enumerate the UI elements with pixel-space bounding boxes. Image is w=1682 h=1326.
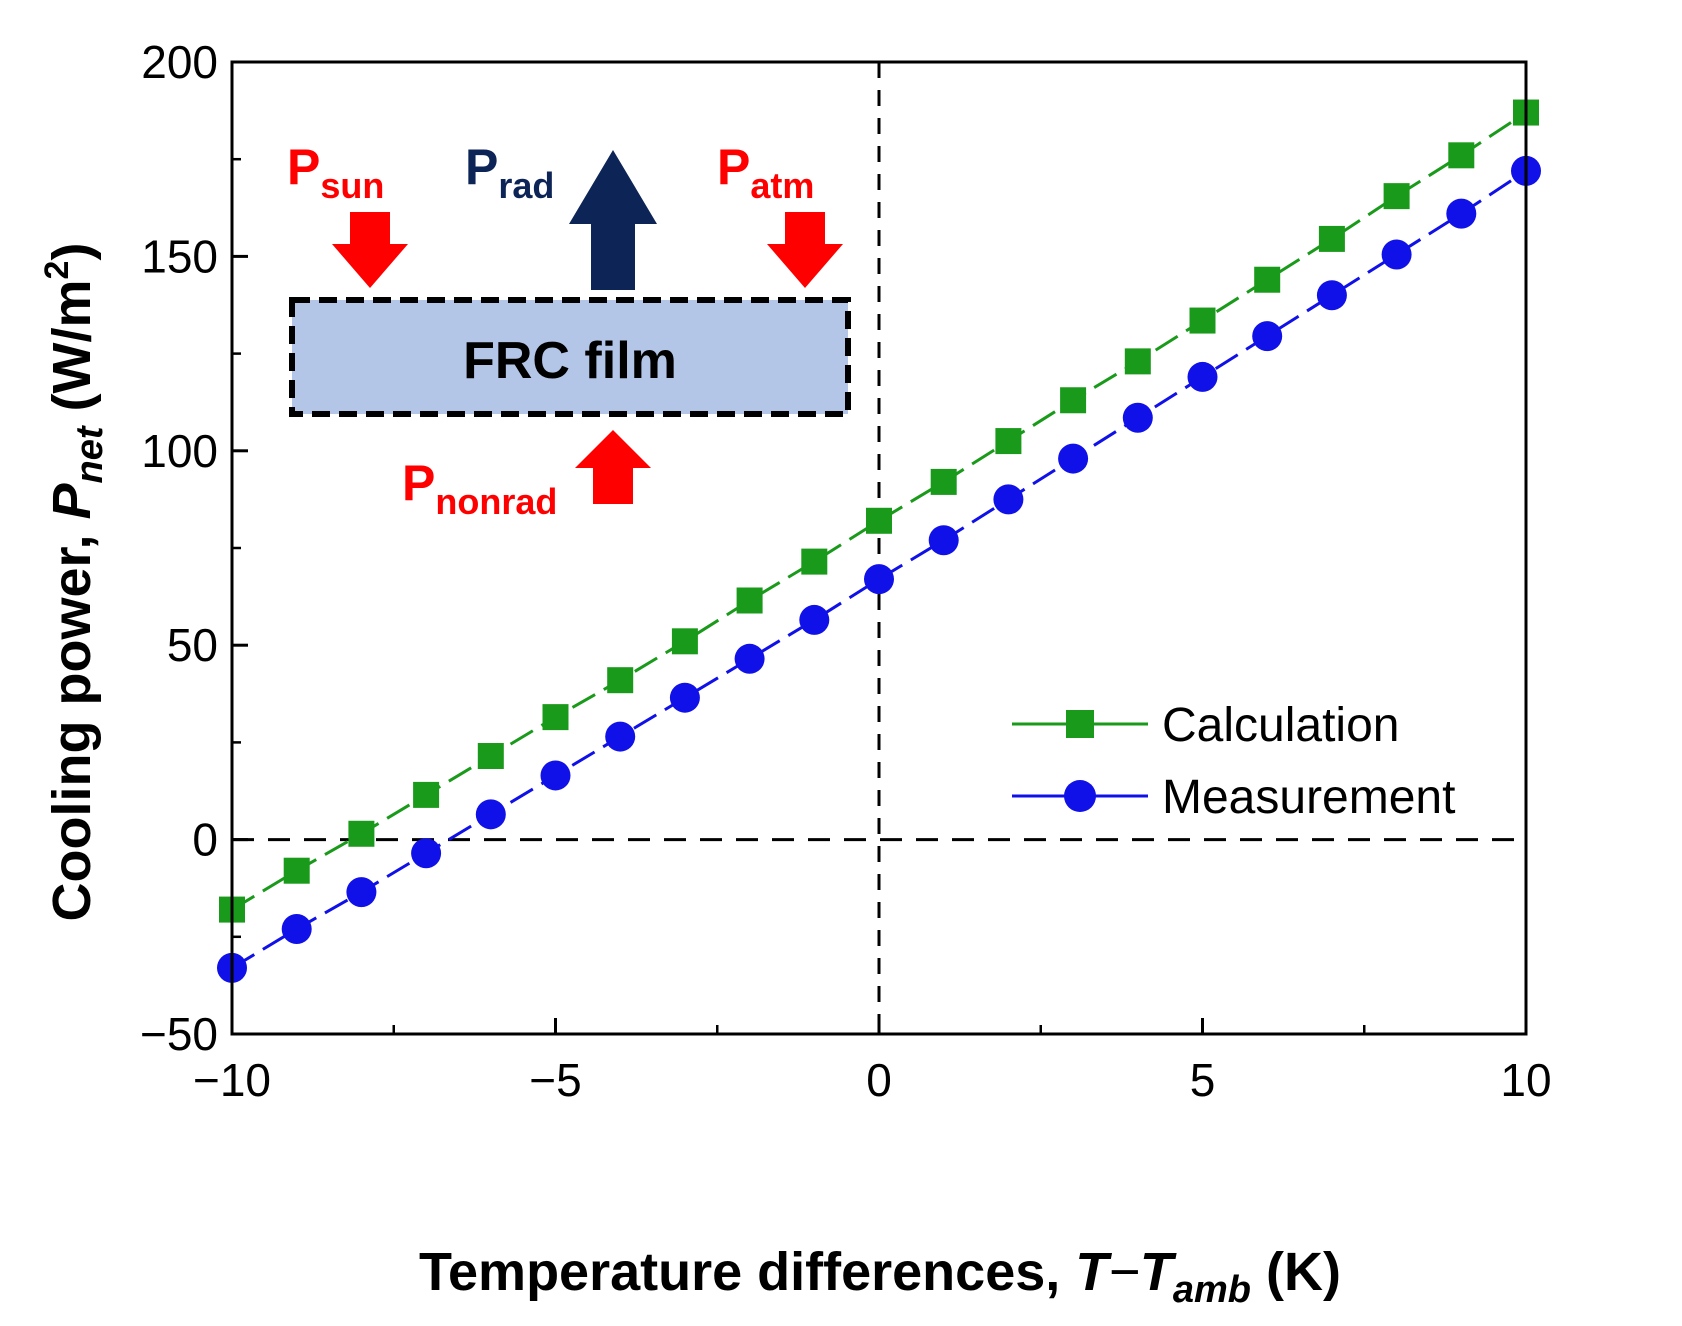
measurement-point bbox=[1446, 198, 1477, 229]
y-tick-label: 50 bbox=[167, 619, 218, 671]
measurement-point bbox=[864, 564, 894, 595]
measurement-point bbox=[1252, 321, 1283, 352]
calculation-point bbox=[866, 507, 892, 534]
film-box bbox=[289, 297, 851, 417]
calculation-point bbox=[801, 548, 828, 575]
calculation-point bbox=[542, 704, 569, 731]
calculation-point bbox=[477, 743, 504, 770]
calculation-point bbox=[671, 628, 698, 655]
measurement-point bbox=[346, 877, 377, 908]
x-tick-label: 0 bbox=[866, 1054, 892, 1106]
y-tick-label: −50 bbox=[140, 1008, 218, 1060]
y-axis-title: Cooling power, Pnet (W/m2) bbox=[38, 243, 111, 922]
calculation-point bbox=[283, 857, 310, 884]
calculation-point bbox=[607, 667, 634, 694]
calculation-point bbox=[1189, 307, 1216, 334]
calculation-point bbox=[736, 587, 763, 614]
measurement-point bbox=[475, 799, 506, 830]
measurement-point bbox=[993, 484, 1024, 515]
film-label: FRC film bbox=[463, 332, 677, 390]
calculation-point bbox=[1448, 142, 1475, 169]
measurement-point bbox=[281, 914, 312, 945]
y-tick-label: 100 bbox=[141, 425, 218, 477]
measurement-point bbox=[1187, 361, 1218, 392]
calculation-point bbox=[1318, 225, 1345, 252]
calculation-point bbox=[995, 428, 1022, 455]
measurement-point bbox=[734, 643, 765, 674]
measurement-point bbox=[1058, 443, 1089, 474]
measurement-point bbox=[540, 760, 571, 791]
reference-lines bbox=[232, 62, 1526, 1034]
atm-arrow bbox=[767, 212, 843, 288]
calculation-point bbox=[1383, 183, 1410, 210]
legend: Calculation Measurement bbox=[1012, 699, 1455, 824]
calculation-point bbox=[1124, 348, 1151, 375]
p-rad-label: Prad bbox=[465, 139, 554, 206]
series-line-measurement bbox=[231, 169, 1527, 970]
measurement-point bbox=[1122, 402, 1153, 433]
measurement-point bbox=[799, 604, 830, 635]
measurement-point bbox=[1316, 280, 1347, 311]
measurement-point bbox=[605, 721, 636, 752]
calculation-point bbox=[930, 468, 957, 495]
p-sun-label: Psun bbox=[287, 139, 384, 206]
calculation-point bbox=[1254, 266, 1281, 293]
y-tick-label: 150 bbox=[141, 230, 218, 282]
y-tick-label: 200 bbox=[141, 36, 218, 88]
p-nonrad-label: Pnonrad bbox=[402, 455, 557, 522]
measurement-point bbox=[928, 525, 959, 556]
y-tick-label: 0 bbox=[192, 814, 218, 866]
calculation-point bbox=[348, 820, 375, 847]
legend-marker-square bbox=[1066, 710, 1094, 738]
measurement-point bbox=[1381, 239, 1412, 270]
measurement-point bbox=[411, 838, 442, 869]
sun-arrow bbox=[332, 212, 408, 288]
x-axis-title: Temperature differences, T−Tamb (K) bbox=[419, 1242, 1341, 1311]
measurement-point bbox=[669, 682, 700, 713]
inset-diagram: FRC film Psun Prad Patm Pnonrad bbox=[287, 139, 851, 522]
legend-label-measurement: Measurement bbox=[1162, 771, 1455, 824]
data-series bbox=[217, 99, 1541, 983]
calculation-point bbox=[413, 781, 440, 808]
x-tick-label: 5 bbox=[1190, 1054, 1216, 1106]
calculation-point bbox=[1060, 387, 1087, 414]
x-tick-label: −5 bbox=[529, 1054, 581, 1106]
series-line-calculation bbox=[231, 111, 1527, 911]
rad-arrow bbox=[569, 150, 657, 290]
p-atm-label: Patm bbox=[717, 139, 814, 206]
x-tick-label: 10 bbox=[1500, 1054, 1551, 1106]
legend-label-calculation: Calculation bbox=[1162, 699, 1399, 752]
legend-marker-circle bbox=[1064, 780, 1096, 812]
nonrad-arrow bbox=[575, 430, 651, 504]
x-tick-label: −10 bbox=[193, 1054, 271, 1106]
